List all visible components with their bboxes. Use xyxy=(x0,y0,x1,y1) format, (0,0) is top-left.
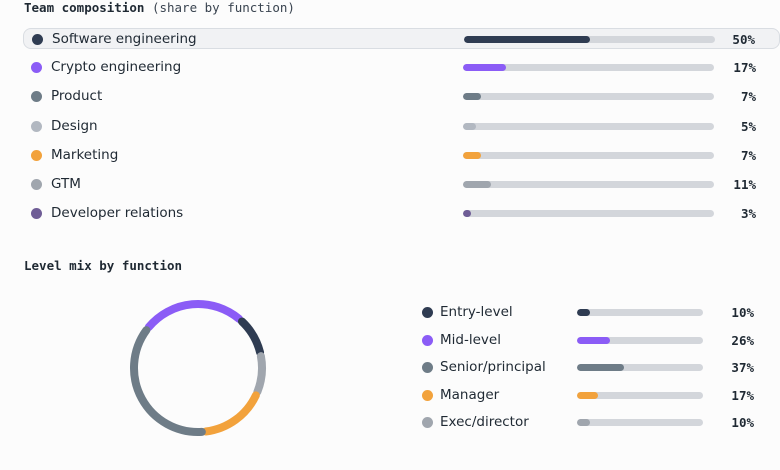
legend-dot xyxy=(31,120,42,132)
team-row-crypto-engineering[interactable]: Crypto engineering 17% xyxy=(23,57,780,78)
bar xyxy=(577,391,599,399)
donut-slice-mid-level[interactable] xyxy=(144,300,244,332)
level-row-exec-director[interactable]: Exec/director 10% xyxy=(420,413,780,433)
legend-dot xyxy=(422,389,433,401)
team-row-product[interactable]: Product 7% xyxy=(23,86,780,107)
bar-track xyxy=(577,336,703,344)
legend-dot xyxy=(31,179,42,190)
legend-dot xyxy=(31,208,42,220)
data-label: 50% xyxy=(732,32,755,47)
team-composition-title: Team composition (share by function) xyxy=(24,0,295,15)
data-label: 5% xyxy=(740,118,756,134)
donut-slice-entry-level[interactable] xyxy=(237,317,265,357)
legend-label: Senior/principal xyxy=(440,359,546,376)
data-label: 3% xyxy=(740,206,756,222)
legend-dot xyxy=(31,149,42,161)
bar-label: GTM xyxy=(51,176,81,192)
legend-label: Mid-level xyxy=(440,331,501,348)
level-row-entry-level[interactable]: Entry-level 10% xyxy=(420,303,780,323)
level-mix-donut xyxy=(130,300,266,436)
level-mix-heading: Level mix by function xyxy=(24,258,183,273)
donut-slice-senior-principal[interactable] xyxy=(130,326,206,436)
bar-track xyxy=(464,36,715,43)
legend-dot xyxy=(422,307,433,318)
bar xyxy=(463,210,471,218)
data-label: 17% xyxy=(733,60,756,76)
data-label: 17% xyxy=(731,387,754,403)
bar xyxy=(463,122,476,130)
bar xyxy=(577,364,624,372)
legend-dot xyxy=(31,91,42,103)
bar-track xyxy=(577,391,703,399)
legend-label: Exec/director xyxy=(440,414,529,431)
bar-track xyxy=(463,122,714,130)
bar xyxy=(463,151,481,159)
bar-label: Marketing xyxy=(51,146,119,163)
bar xyxy=(577,309,590,316)
bar-track xyxy=(463,93,714,101)
bar-label: Developer relations xyxy=(51,205,184,222)
donut-slice-exec-director[interactable] xyxy=(253,352,266,396)
team-row-developer-relations[interactable]: Developer relations 3% xyxy=(23,203,780,224)
legend-label: Entry-level xyxy=(440,304,513,320)
legend-dot xyxy=(422,417,433,429)
bar-track xyxy=(577,309,703,316)
data-label: 10% xyxy=(731,305,754,320)
legend-dot xyxy=(422,362,433,374)
bar-track xyxy=(463,181,714,188)
bar-track xyxy=(463,210,714,218)
bar-track xyxy=(577,364,703,372)
legend-label: Manager xyxy=(440,386,500,403)
bar-label: Product xyxy=(51,88,103,105)
level-row-manager[interactable]: Manager 17% xyxy=(420,386,780,406)
legend-dot xyxy=(422,334,433,346)
bar-label: Software engineering xyxy=(52,31,197,47)
bar xyxy=(463,64,506,72)
data-label: 26% xyxy=(731,332,754,348)
data-label: 7% xyxy=(740,89,756,105)
legend-dot xyxy=(32,34,43,45)
bar-track xyxy=(463,64,714,72)
bar-label: Crypto engineering xyxy=(51,59,182,76)
data-label: 11% xyxy=(733,177,756,192)
team-composition-subtitle: (share by function) xyxy=(151,0,295,15)
level-row-senior-principal[interactable]: Senior/principal 37% xyxy=(420,358,780,378)
team-row-gtm[interactable]: GTM 11% xyxy=(23,174,780,195)
team-row-design[interactable]: Design 5% xyxy=(23,116,780,137)
team-composition-heading: Team composition xyxy=(24,0,145,15)
bar-label: Design xyxy=(51,117,98,134)
bar-track xyxy=(577,419,703,427)
data-label: 37% xyxy=(731,360,754,376)
data-label: 7% xyxy=(740,147,756,163)
team-row-software-engineering[interactable]: Software engineering 50% xyxy=(23,28,780,49)
bar xyxy=(577,419,590,427)
donut-slice-manager[interactable] xyxy=(201,391,260,436)
team-row-marketing[interactable]: Marketing 7% xyxy=(23,145,780,166)
bar xyxy=(463,181,491,188)
bar-track xyxy=(463,151,714,159)
legend-dot xyxy=(31,62,42,74)
level-mix-title: Level mix by function xyxy=(24,258,182,273)
bar xyxy=(463,93,481,101)
bar xyxy=(464,36,590,43)
level-row-mid-level[interactable]: Mid-level 26% xyxy=(420,331,780,351)
data-label: 10% xyxy=(731,415,754,431)
bar xyxy=(577,336,610,344)
